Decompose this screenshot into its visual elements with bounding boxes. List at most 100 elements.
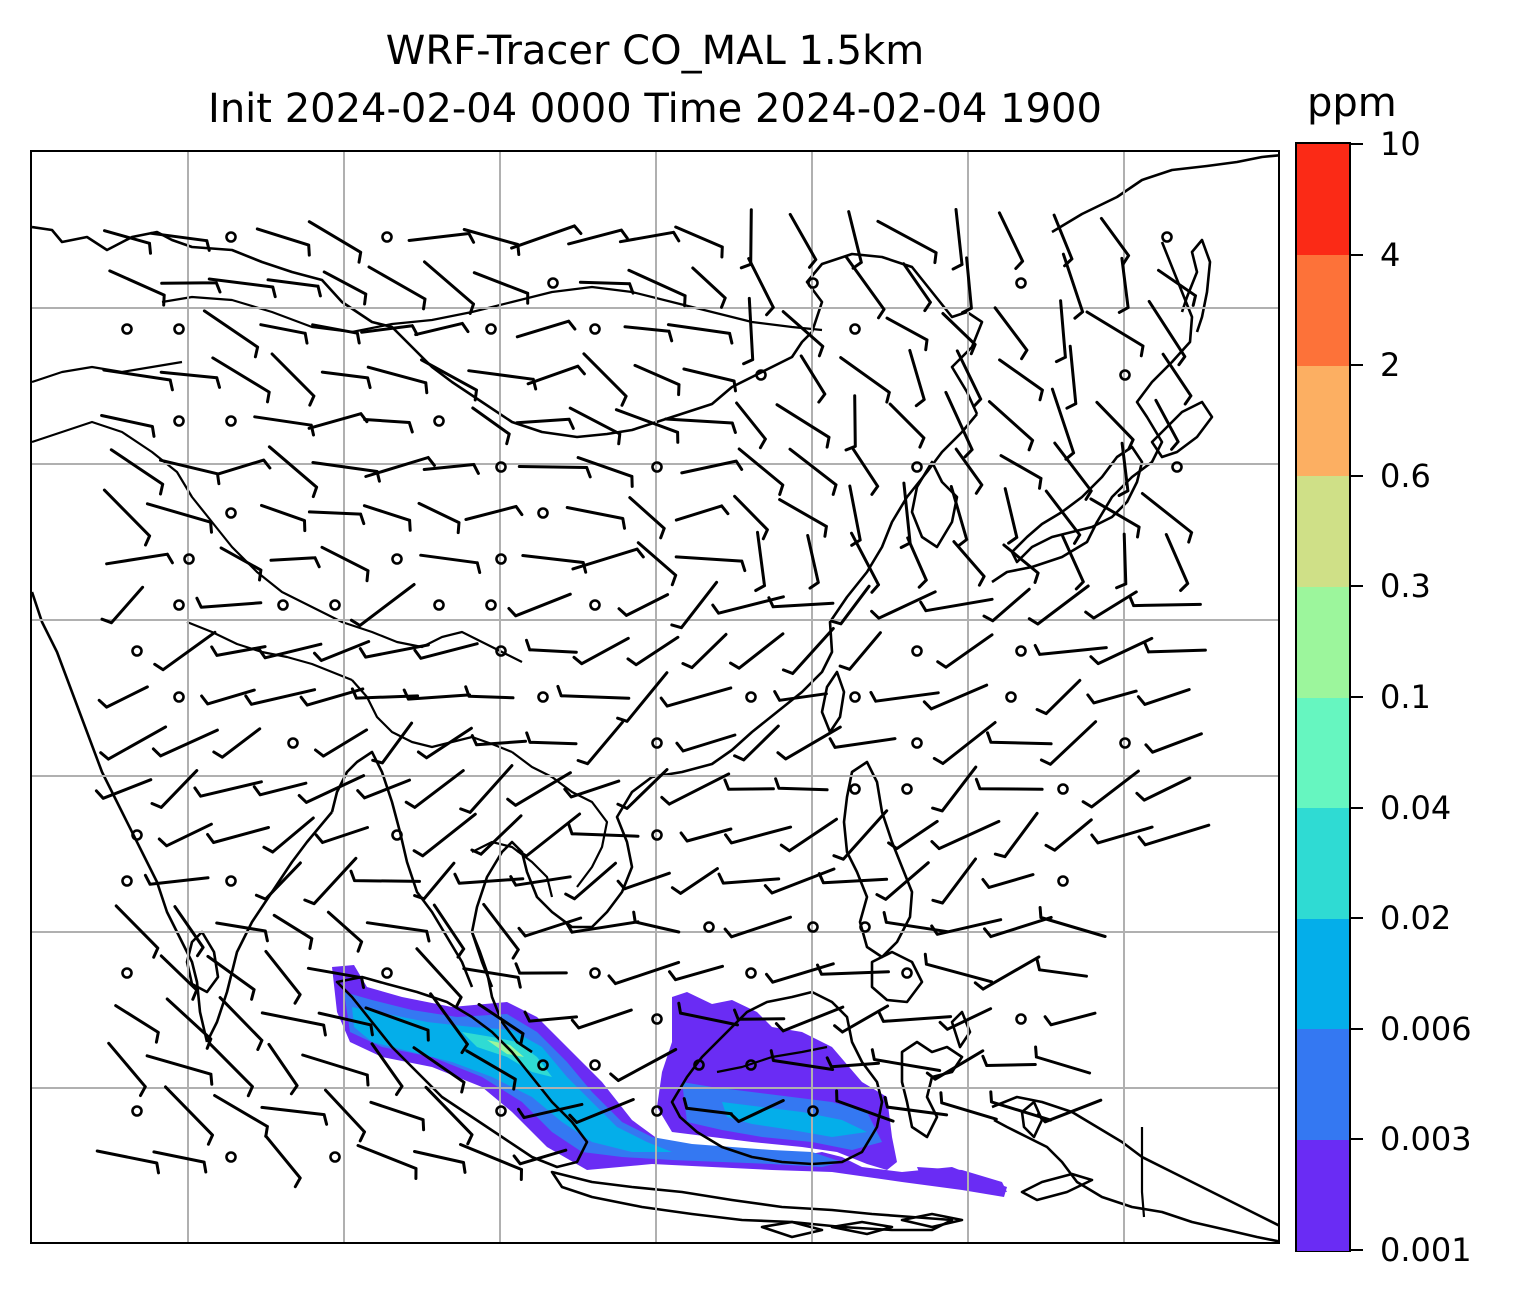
wind-barb (517, 916, 583, 938)
wind-barb (1089, 636, 1154, 666)
wind-barb (930, 819, 1001, 851)
coast-north (32, 225, 984, 439)
wind-barb (627, 268, 687, 308)
wind-barb (349, 583, 416, 627)
coast-hokkaido (1150, 400, 1214, 459)
wind-barb (358, 643, 430, 659)
wind-barb (829, 584, 871, 626)
wind-barb (307, 510, 366, 526)
wind-barb (152, 1150, 208, 1174)
wind-barb (567, 822, 640, 838)
wind-barb (371, 721, 414, 765)
wind-barb (774, 1005, 845, 1033)
wind-barb (429, 992, 469, 1055)
wind-barb (402, 688, 472, 701)
wind-barb (778, 498, 828, 538)
wind-barb (674, 504, 730, 522)
wind-barb (303, 856, 358, 906)
wind-barb (1140, 492, 1194, 544)
wind-barb (565, 506, 626, 530)
calm-wind-marker (391, 829, 403, 841)
coast-korea (910, 460, 959, 549)
wind-barb (102, 488, 152, 547)
wind-barb (320, 370, 372, 390)
wind-barb (717, 872, 781, 885)
wind-barb (465, 1049, 517, 1091)
calm-wind-marker (131, 829, 143, 841)
wind-barb (788, 212, 818, 269)
wind-barb (516, 812, 582, 858)
wind-barb (816, 963, 890, 976)
wind-barb (839, 356, 891, 404)
wind-barb (364, 456, 436, 478)
wind-barbs (94, 208, 1211, 1189)
calm-wind-marker (391, 553, 403, 565)
wind-barb (952, 540, 986, 587)
wind-barb (364, 1006, 430, 1042)
wind-barb (1054, 299, 1067, 364)
wind-barb (415, 947, 463, 1008)
wind-barb (1027, 584, 1090, 626)
wind-barb (832, 809, 889, 861)
colorbar-tick-label: 0.006 (1380, 1009, 1472, 1048)
wind-barb (882, 911, 950, 934)
wind-barb (367, 265, 427, 311)
wind-barb (264, 1134, 302, 1189)
wind-barb (477, 1002, 525, 1045)
border-china-west (32, 420, 523, 663)
wind-barb (1061, 252, 1085, 320)
calm-wind-marker (1057, 875, 1069, 887)
wind-barb (153, 630, 217, 672)
wind-barb (997, 211, 1025, 270)
wind-barb (159, 954, 199, 1001)
wind-barb (781, 627, 835, 675)
wind-barb (149, 231, 211, 252)
wind-barb (1033, 644, 1108, 656)
wind-barb (301, 1053, 370, 1087)
wind-barb (525, 731, 578, 746)
calm-wind-marker (693, 1059, 705, 1071)
wind-barb (729, 632, 785, 670)
wind-barb (1038, 906, 1107, 938)
wind-barb (159, 458, 221, 486)
wind-barb (269, 556, 321, 569)
wind-barb (767, 596, 835, 609)
wind-barb (1044, 489, 1082, 545)
wind-barb (151, 728, 219, 758)
calm-wind-marker (807, 277, 819, 289)
colorbar-segment (1297, 918, 1349, 1030)
calm-wind-marker (225, 415, 237, 427)
wind-barb (616, 871, 671, 891)
wind-barb (413, 642, 479, 660)
wind-barb (369, 1100, 426, 1132)
colorbar-segment (1297, 807, 1349, 919)
wind-barb (677, 1001, 739, 1027)
wind-barb (564, 861, 617, 901)
calm-wind-marker (651, 829, 663, 841)
wind-barb (262, 816, 315, 854)
wind-barb (349, 869, 421, 883)
colorbar-segment (1297, 475, 1349, 587)
wind-barb (1035, 678, 1082, 716)
map-panel (30, 150, 1280, 1244)
coast-sulawesi (900, 1040, 964, 1139)
wind-barb (565, 920, 640, 934)
wind-barb (413, 1150, 467, 1174)
wind-barb (267, 445, 319, 499)
wind-barb (607, 960, 681, 986)
wind-barb (424, 1085, 474, 1146)
wind-barb (888, 402, 926, 449)
wind-barb (1136, 688, 1191, 706)
wind-barb (202, 309, 260, 359)
wind-barb (515, 417, 575, 430)
calm-wind-marker (277, 599, 289, 611)
colorbar-tick (1351, 253, 1363, 256)
colorbar-segment (1297, 365, 1349, 477)
wind-barb (908, 348, 926, 408)
wind-barb (670, 580, 719, 630)
wind-barb (999, 454, 1043, 490)
wind-barb (420, 358, 478, 402)
wind-barb (870, 1048, 942, 1072)
calm-wind-marker (901, 783, 913, 795)
wind-barb (307, 412, 369, 430)
